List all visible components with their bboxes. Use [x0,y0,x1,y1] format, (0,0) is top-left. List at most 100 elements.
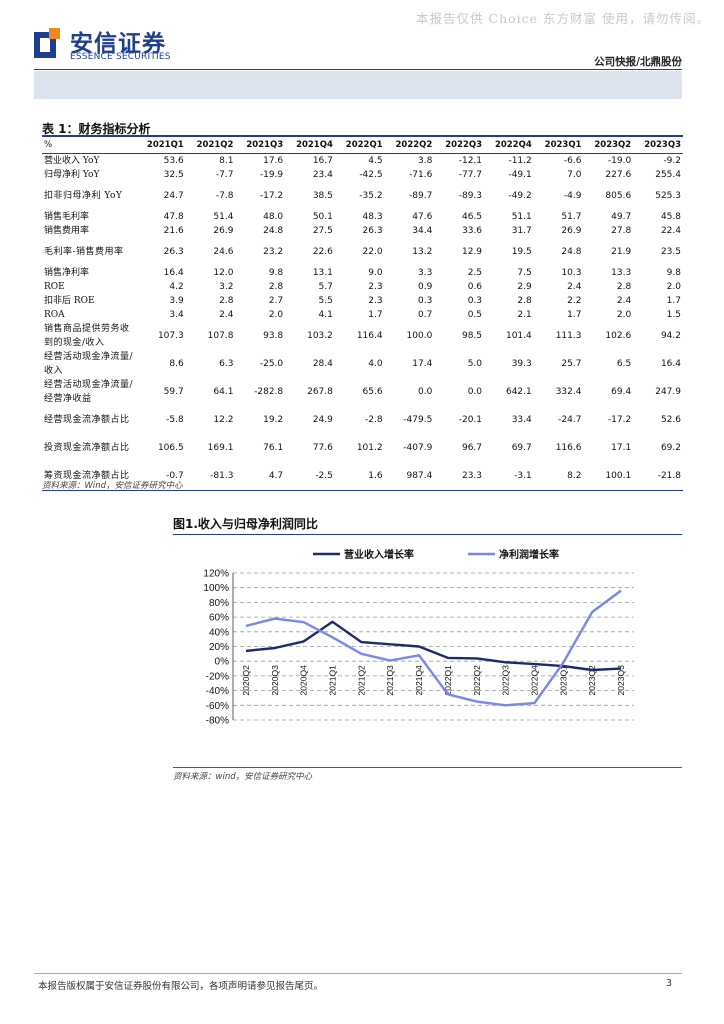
table-cell: 22.0 [362,247,383,257]
table-cell: 33.4 [511,415,532,425]
table-cell: 16.7 [312,156,333,166]
table-cell: 107.8 [207,331,234,341]
table-cell: 2.0 [666,282,681,292]
table-cell: 94.2 [660,331,681,341]
table-cell: 2.8 [268,282,284,292]
table-cell: 96.7 [461,443,483,453]
table-header-period: 2021Q4 [285,135,335,154]
table-cell: 6.5 [616,359,632,369]
table-cell: 50.1 [312,212,333,222]
header-divider [34,69,682,70]
table-cell: 107.3 [157,331,184,341]
table-cell: 169.1 [207,443,234,453]
table-row: 毛利率-销售费用率 26.3 24.6 23.2 22.6 22.0 13.2 12.9 19.… [42,238,683,266]
table-cell: 5.0 [467,359,483,369]
table-cell: 93.8 [263,331,284,341]
table-cell: 10.3 [561,268,582,278]
table-cell: -5.8 [166,415,184,425]
figure-title: 图1.收入与归母净利润同比 [173,517,318,531]
table-cell: 2.4 [219,310,234,320]
table-cell: 47.8 [163,212,184,222]
y-tick-label: 60% [209,613,229,624]
row-label: 销售净利率 [44,268,90,278]
table-cell: 4.2 [169,282,184,292]
y-tick-label: 20% [209,642,229,653]
table-cell: 64.1 [213,387,234,397]
table-cell: 332.4 [555,387,582,397]
x-tick-label: 2021Q3 [385,665,395,696]
x-tick-label: 2023Q3 [616,665,626,696]
table-row: 销售毛利率 47.8 51.4 48.0 50.1 48.3 47.6 46.5 51.1 51.… [42,210,683,224]
table-cell: -89.3 [458,191,483,201]
table-cell: 2.2 [567,296,582,306]
table-cell: 13.2 [412,247,433,257]
table-cell: -9.2 [663,156,681,166]
footer-divider [34,973,682,974]
table-cell: 77.6 [312,443,333,453]
table-cell: -49.1 [508,170,532,180]
table-cell: 2.4 [616,296,632,306]
table-cell: 19.2 [263,415,284,425]
table-cell: 26.3 [362,226,383,236]
table-cell: 17.1 [611,443,632,453]
table-cell: 0.6 [467,282,483,292]
table-cell: 24.8 [561,247,582,257]
table-cell: -479.5 [403,415,433,425]
table-cell: 48.3 [362,212,383,222]
table-cell: 2.3 [368,296,383,306]
table-cell: 3.9 [169,296,184,306]
table-cell: 22.6 [312,247,333,257]
x-tick-label: 2021Q4 [414,665,424,696]
table-cell: 28.4 [312,359,333,369]
y-tick-label: 80% [209,598,229,609]
table-cell: -17.2 [607,415,632,425]
table-cell: 525.3 [655,191,681,201]
table-cell: 69.7 [511,443,532,453]
table-cell: 26.3 [163,247,184,257]
x-tick-label: 2020Q4 [299,665,309,696]
table-cell: 24.9 [312,415,333,425]
table-cell: 49.7 [611,212,632,222]
y-tick-label: -40% [206,686,229,697]
table-cell: 267.8 [307,387,333,397]
table-cell: 22.4 [660,226,681,236]
table-cell: 12.0 [213,268,234,278]
series-line-revenue [245,620,622,672]
table-cell: 53.6 [163,156,184,166]
table-cell: 23.3 [434,462,485,491]
table-row: 销售费用率 21.6 26.9 24.8 27.5 26.3 34.4 33.6 31.7 26.… [42,224,683,238]
y-tick-label: -80% [206,716,229,727]
table-cell: 255.4 [655,170,681,180]
table-cell: 4.0 [368,359,383,369]
row-label: ROE [44,282,65,292]
row-label: 销售商品提供劳务收到的现金/收入 [44,324,130,348]
table-cell: -3.1 [484,462,534,491]
table-cell: 2.4 [567,282,582,292]
table-cell: -17.2 [259,191,284,201]
figure-divider [173,534,682,535]
table-cell: 0.3 [467,296,483,306]
table-row: 筹资现金流净额占比 -0.7 -81.3 4.7 -2.5 1.6 987.4 23.3 -3.… [42,462,683,491]
row-label: 投资现金流净额占比 [44,443,130,453]
table-cell: 47.6 [412,212,433,222]
table-header-period: 2021Q3 [235,135,286,154]
table-cell: 69.2 [660,443,681,453]
table-cell: 38.5 [312,191,333,201]
table-cell: 3.2 [219,282,234,292]
footer-disclaimer: 本报告版权属于安信证券股份有限公司，各项声明请参见报告尾页。 [38,981,324,992]
series-line-net-profit [245,589,622,707]
table-cell: 33.6 [461,226,483,236]
table-cell: 7.5 [517,268,532,278]
table-header-row: % 2021Q1 2021Q2 2021Q3 2021Q4 2022Q1 2022Q2 202… [42,135,683,154]
table-cell: 34.4 [412,226,433,236]
row-label: 扣非归母净利 YoY [44,191,123,201]
table-cell: -2.8 [365,415,383,425]
table-header-period: 2021Q1 [136,135,186,154]
table-header-period: 2022Q1 [334,135,385,154]
table-cell: 106.5 [157,443,184,453]
table-cell: 17.6 [263,156,284,166]
row-label: 营业收入 YoY [44,156,100,166]
row-label: 扣非后 ROE [44,296,95,306]
table-cell: 23.5 [660,247,681,257]
logo-subtitle: ESSENCE SECURITIES [70,52,171,62]
